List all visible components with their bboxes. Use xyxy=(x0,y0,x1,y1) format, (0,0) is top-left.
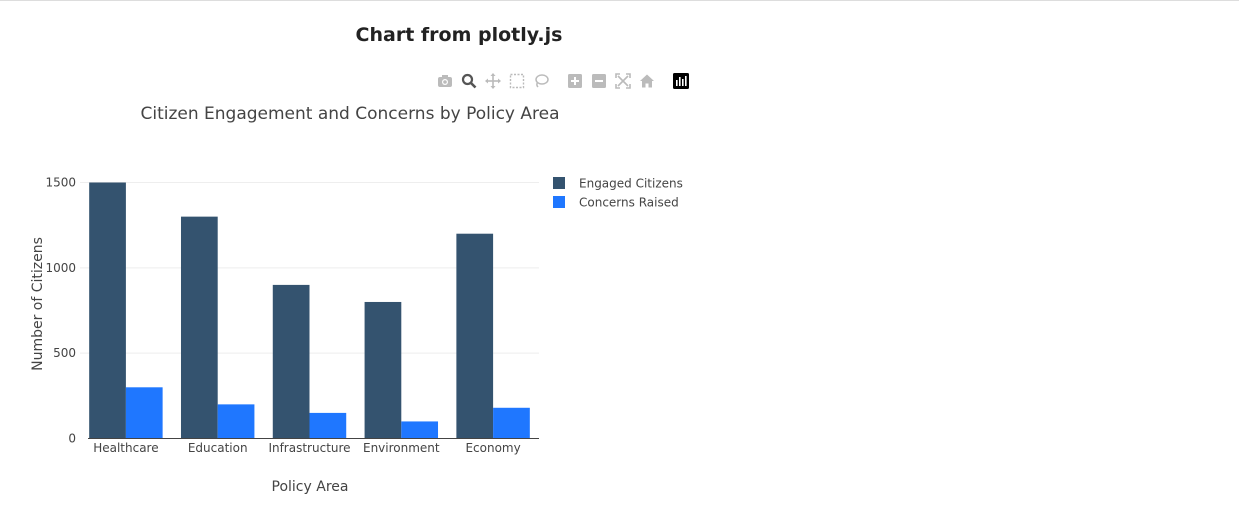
bars xyxy=(89,182,530,439)
box-select-icon[interactable] xyxy=(508,72,526,90)
y-axis-title: Number of Citizens xyxy=(30,237,46,371)
bar[interactable] xyxy=(309,412,347,439)
y-tick-label: 500 xyxy=(53,346,76,360)
autoscale-icon[interactable] xyxy=(614,72,632,90)
y-tick-label: 1500 xyxy=(45,176,76,190)
bar[interactable] xyxy=(401,421,439,439)
zoom-in-icon[interactable] xyxy=(566,72,584,90)
legend-swatch xyxy=(553,196,565,208)
zoom-out-icon[interactable] xyxy=(590,72,608,90)
bar[interactable] xyxy=(456,233,494,439)
bar[interactable] xyxy=(180,216,218,439)
chart-title: Citizen Engagement and Concerns by Polic… xyxy=(140,104,559,124)
top-rule xyxy=(0,0,1239,1)
pan-icon[interactable] xyxy=(484,72,502,90)
x-tick-label: Environment xyxy=(363,441,440,455)
y-tick-label: 1000 xyxy=(45,261,76,275)
x-tick-label: Economy xyxy=(465,441,520,455)
legend-swatch xyxy=(553,177,565,189)
lasso-select-icon[interactable] xyxy=(532,72,550,90)
camera-icon[interactable] xyxy=(436,72,454,90)
page-title: Chart from plotly.js xyxy=(355,24,563,46)
x-tick-label: Education xyxy=(188,441,248,455)
legend-item[interactable]: Concerns Raised xyxy=(553,196,679,210)
bar[interactable] xyxy=(125,387,163,439)
modebar xyxy=(436,72,696,90)
y-tick-labels: 0 500 1000 1500 xyxy=(45,176,76,446)
legend: Engaged Citizens Concerns Raised xyxy=(553,177,683,210)
bar[interactable] xyxy=(89,182,126,439)
bar[interactable] xyxy=(364,301,402,439)
legend-item[interactable]: Engaged Citizens xyxy=(553,177,683,191)
x-tick-labels: Healthcare Education Infrastructure Environ… xyxy=(93,441,521,455)
bar[interactable] xyxy=(217,404,255,439)
legend-label: Concerns Raised xyxy=(579,196,679,210)
bar[interactable] xyxy=(493,407,530,439)
x-tick-label: Healthcare xyxy=(93,441,158,455)
x-axis-title: Policy Area xyxy=(272,479,349,495)
plotly-logo-icon[interactable] xyxy=(672,72,690,90)
legend-label: Engaged Citizens xyxy=(579,177,683,191)
y-tick-label: 0 xyxy=(68,432,76,446)
home-icon[interactable] xyxy=(638,72,656,90)
bar[interactable] xyxy=(272,284,310,439)
x-tick-label: Infrastructure xyxy=(268,441,350,455)
zoom-icon[interactable] xyxy=(460,72,478,90)
